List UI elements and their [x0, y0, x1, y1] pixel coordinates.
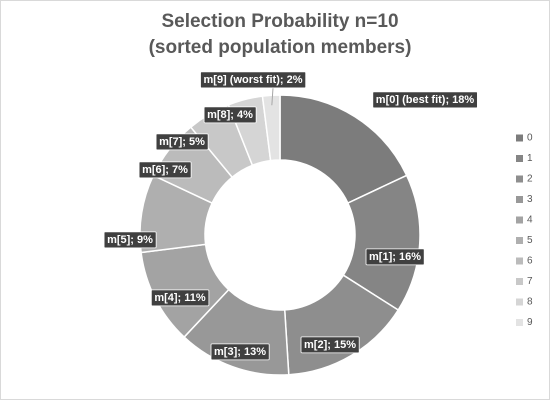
data-label: m[0] (best fit); 18% — [376, 94, 475, 106]
legend-swatch — [516, 237, 523, 244]
label-box — [365, 248, 425, 266]
label-box — [155, 133, 209, 151]
label-box — [200, 71, 307, 89]
legend-swatch — [516, 298, 523, 306]
legend-swatch — [516, 319, 523, 326]
legend-label: 9 — [527, 317, 533, 328]
legend-swatch — [516, 134, 523, 142]
legend-swatch — [516, 155, 523, 162]
legend-label: 2 — [527, 174, 533, 185]
label-box — [138, 161, 192, 179]
legend-label: 6 — [527, 256, 533, 267]
label-box — [300, 336, 360, 354]
donut-slice — [279, 94, 408, 205]
legend-swatch — [516, 175, 523, 183]
legend-label: 8 — [527, 297, 533, 308]
donut-slice — [261, 94, 281, 162]
legend-swatch — [516, 196, 523, 203]
label-box — [150, 289, 210, 307]
leader-line — [271, 87, 274, 106]
legend-swatch — [516, 278, 523, 285]
data-label: m[5]; 9% — [107, 234, 153, 246]
legend-swatch — [516, 216, 523, 224]
data-label: m[6]; 7% — [142, 164, 188, 176]
legend-label: 4 — [527, 215, 533, 226]
chart-title: (sorted population members) — [149, 37, 412, 58]
data-label: m[8]; 4% — [207, 109, 253, 121]
legend-label: 3 — [527, 194, 533, 205]
legend-swatch — [516, 257, 523, 265]
legend-label: 7 — [527, 276, 533, 287]
legend-label: 0 — [527, 133, 533, 144]
data-label: m[7]; 5% — [159, 136, 205, 148]
data-label: m[2]; 15% — [304, 339, 356, 351]
data-label: m[3]; 13% — [214, 346, 266, 358]
data-label: m[1]; 16% — [369, 251, 421, 263]
data-label: m[4]; 11% — [154, 292, 206, 304]
chart-title: Selection Probability n=10 — [161, 11, 398, 32]
data-label: m[9] (worst fit); 2% — [204, 74, 303, 86]
legend-label: 5 — [527, 235, 533, 246]
legend-label: 1 — [527, 153, 533, 164]
label-box — [372, 91, 478, 109]
label-box — [103, 231, 157, 249]
label-box — [210, 343, 270, 361]
label-box — [203, 106, 257, 124]
